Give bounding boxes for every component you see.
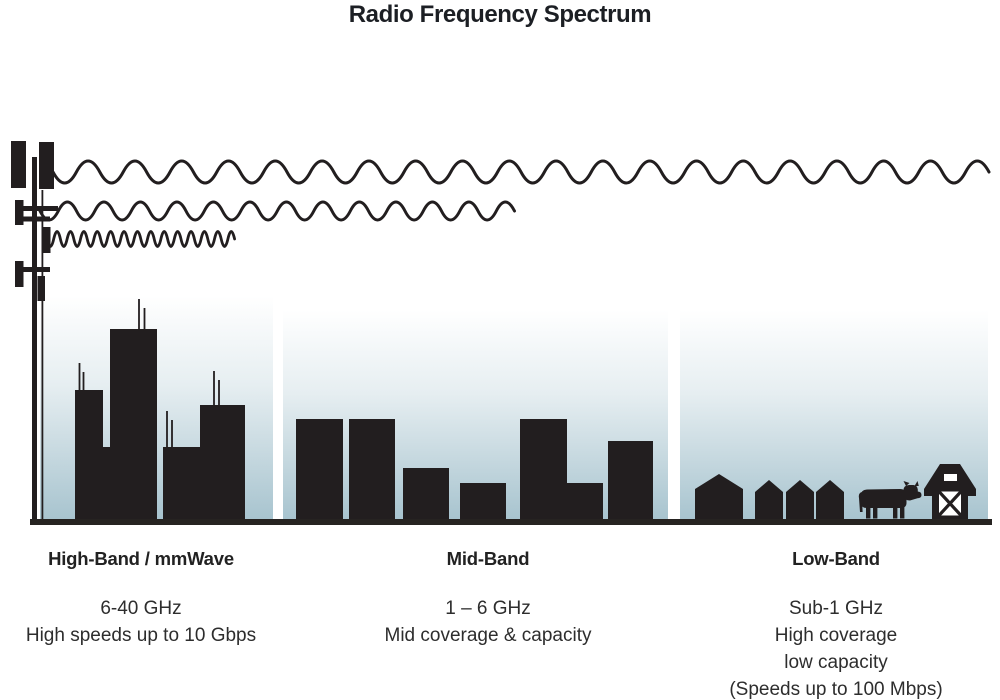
skyscraper	[163, 447, 201, 519]
skyscraper	[110, 329, 157, 519]
page-title: Radio Frequency Spectrum	[348, 1, 652, 28]
band-title-high-band: High-Band / mmWave	[48, 548, 234, 569]
antenna-panel-mid-left	[15, 200, 24, 225]
antenna-panel-low	[15, 261, 24, 287]
crossarm-mid-lower	[21, 216, 50, 222]
skyscraper	[200, 405, 245, 519]
band-freq-high-band: 6-40 GHz	[100, 598, 182, 619]
band-freq-low-band: Sub-1 GHz	[789, 598, 883, 619]
house-icon	[755, 480, 783, 519]
band-desc-mid-band: 1 – 6 GHz Mid coverage & capacity	[328, 595, 648, 649]
midrise-buildings	[296, 419, 653, 519]
mast-guy-line	[41, 190, 44, 523]
band-speed-low-band: (Speeds up to 100 Mbps)	[729, 679, 943, 700]
radio-waves	[38, 159, 991, 248]
barn-loft-door	[944, 474, 957, 481]
band-desc-high-band: 6-40 GHz High speeds up to 10 Gbps	[0, 595, 301, 649]
cow-leg	[866, 505, 871, 519]
cow-head	[903, 485, 922, 501]
barn-icon	[924, 464, 976, 519]
band-title-low-band: Low-Band	[792, 548, 880, 569]
band-freq-mid-band: 1 – 6 GHz	[445, 598, 531, 619]
mid-band-wave	[38, 200, 516, 222]
spectrum-illustration	[11, 141, 992, 525]
crossarm-low	[21, 267, 50, 272]
band-desc-low-band: Sub-1 GHz High coverage low capacity (Sp…	[676, 595, 996, 700]
house-icon	[695, 474, 743, 519]
band-speed-high-band: High speeds up to 10 Gbps	[25, 625, 257, 646]
mast	[32, 157, 37, 523]
antenna-panel-top-right	[39, 142, 54, 189]
cow-leg	[873, 505, 878, 519]
high-band-wave	[45, 230, 236, 248]
cow-leg	[893, 505, 898, 519]
band-coverage-low-band: High coverage	[774, 625, 898, 646]
band-label-mid-band: Mid-Band 1 – 6 GHz Mid coverage & capaci…	[328, 548, 648, 649]
crossarm-mid-upper	[21, 206, 58, 211]
skyscraper	[75, 390, 103, 519]
midrise-building	[296, 419, 343, 519]
band-label-low-band: Low-Band Sub-1 GHz High coverage low cap…	[676, 548, 996, 700]
low-band-wave	[51, 159, 991, 185]
house-icon	[786, 480, 814, 519]
band-title-mid-band: Mid-Band	[446, 548, 530, 569]
rural-houses	[695, 474, 844, 519]
city-skyline	[75, 299, 245, 519]
band-coverage-mid-band: Mid coverage & capacity	[384, 625, 592, 646]
midrise-building	[403, 468, 449, 519]
mast-segment	[37, 276, 45, 301]
band-capacity-low-band: low capacity	[784, 652, 888, 673]
cow-body	[861, 489, 907, 508]
house-icon	[816, 480, 844, 519]
midrise-building	[520, 419, 567, 519]
cow-horn	[903, 481, 910, 486]
barn-door-crossbuck	[937, 489, 963, 518]
midrise-building	[608, 441, 653, 519]
barn-door-frame	[936, 488, 964, 519]
cow-icon	[858, 481, 922, 519]
antenna-panel-top-left	[11, 141, 26, 188]
band-label-high-band: High-Band / mmWave 6-40 GHz High speeds …	[0, 548, 301, 649]
cow-leg	[900, 505, 905, 519]
midrise-building	[460, 483, 506, 519]
ground-line	[30, 519, 992, 525]
midrise-building	[567, 483, 603, 519]
midrise-building	[349, 419, 395, 519]
cow-horn	[914, 481, 919, 486]
